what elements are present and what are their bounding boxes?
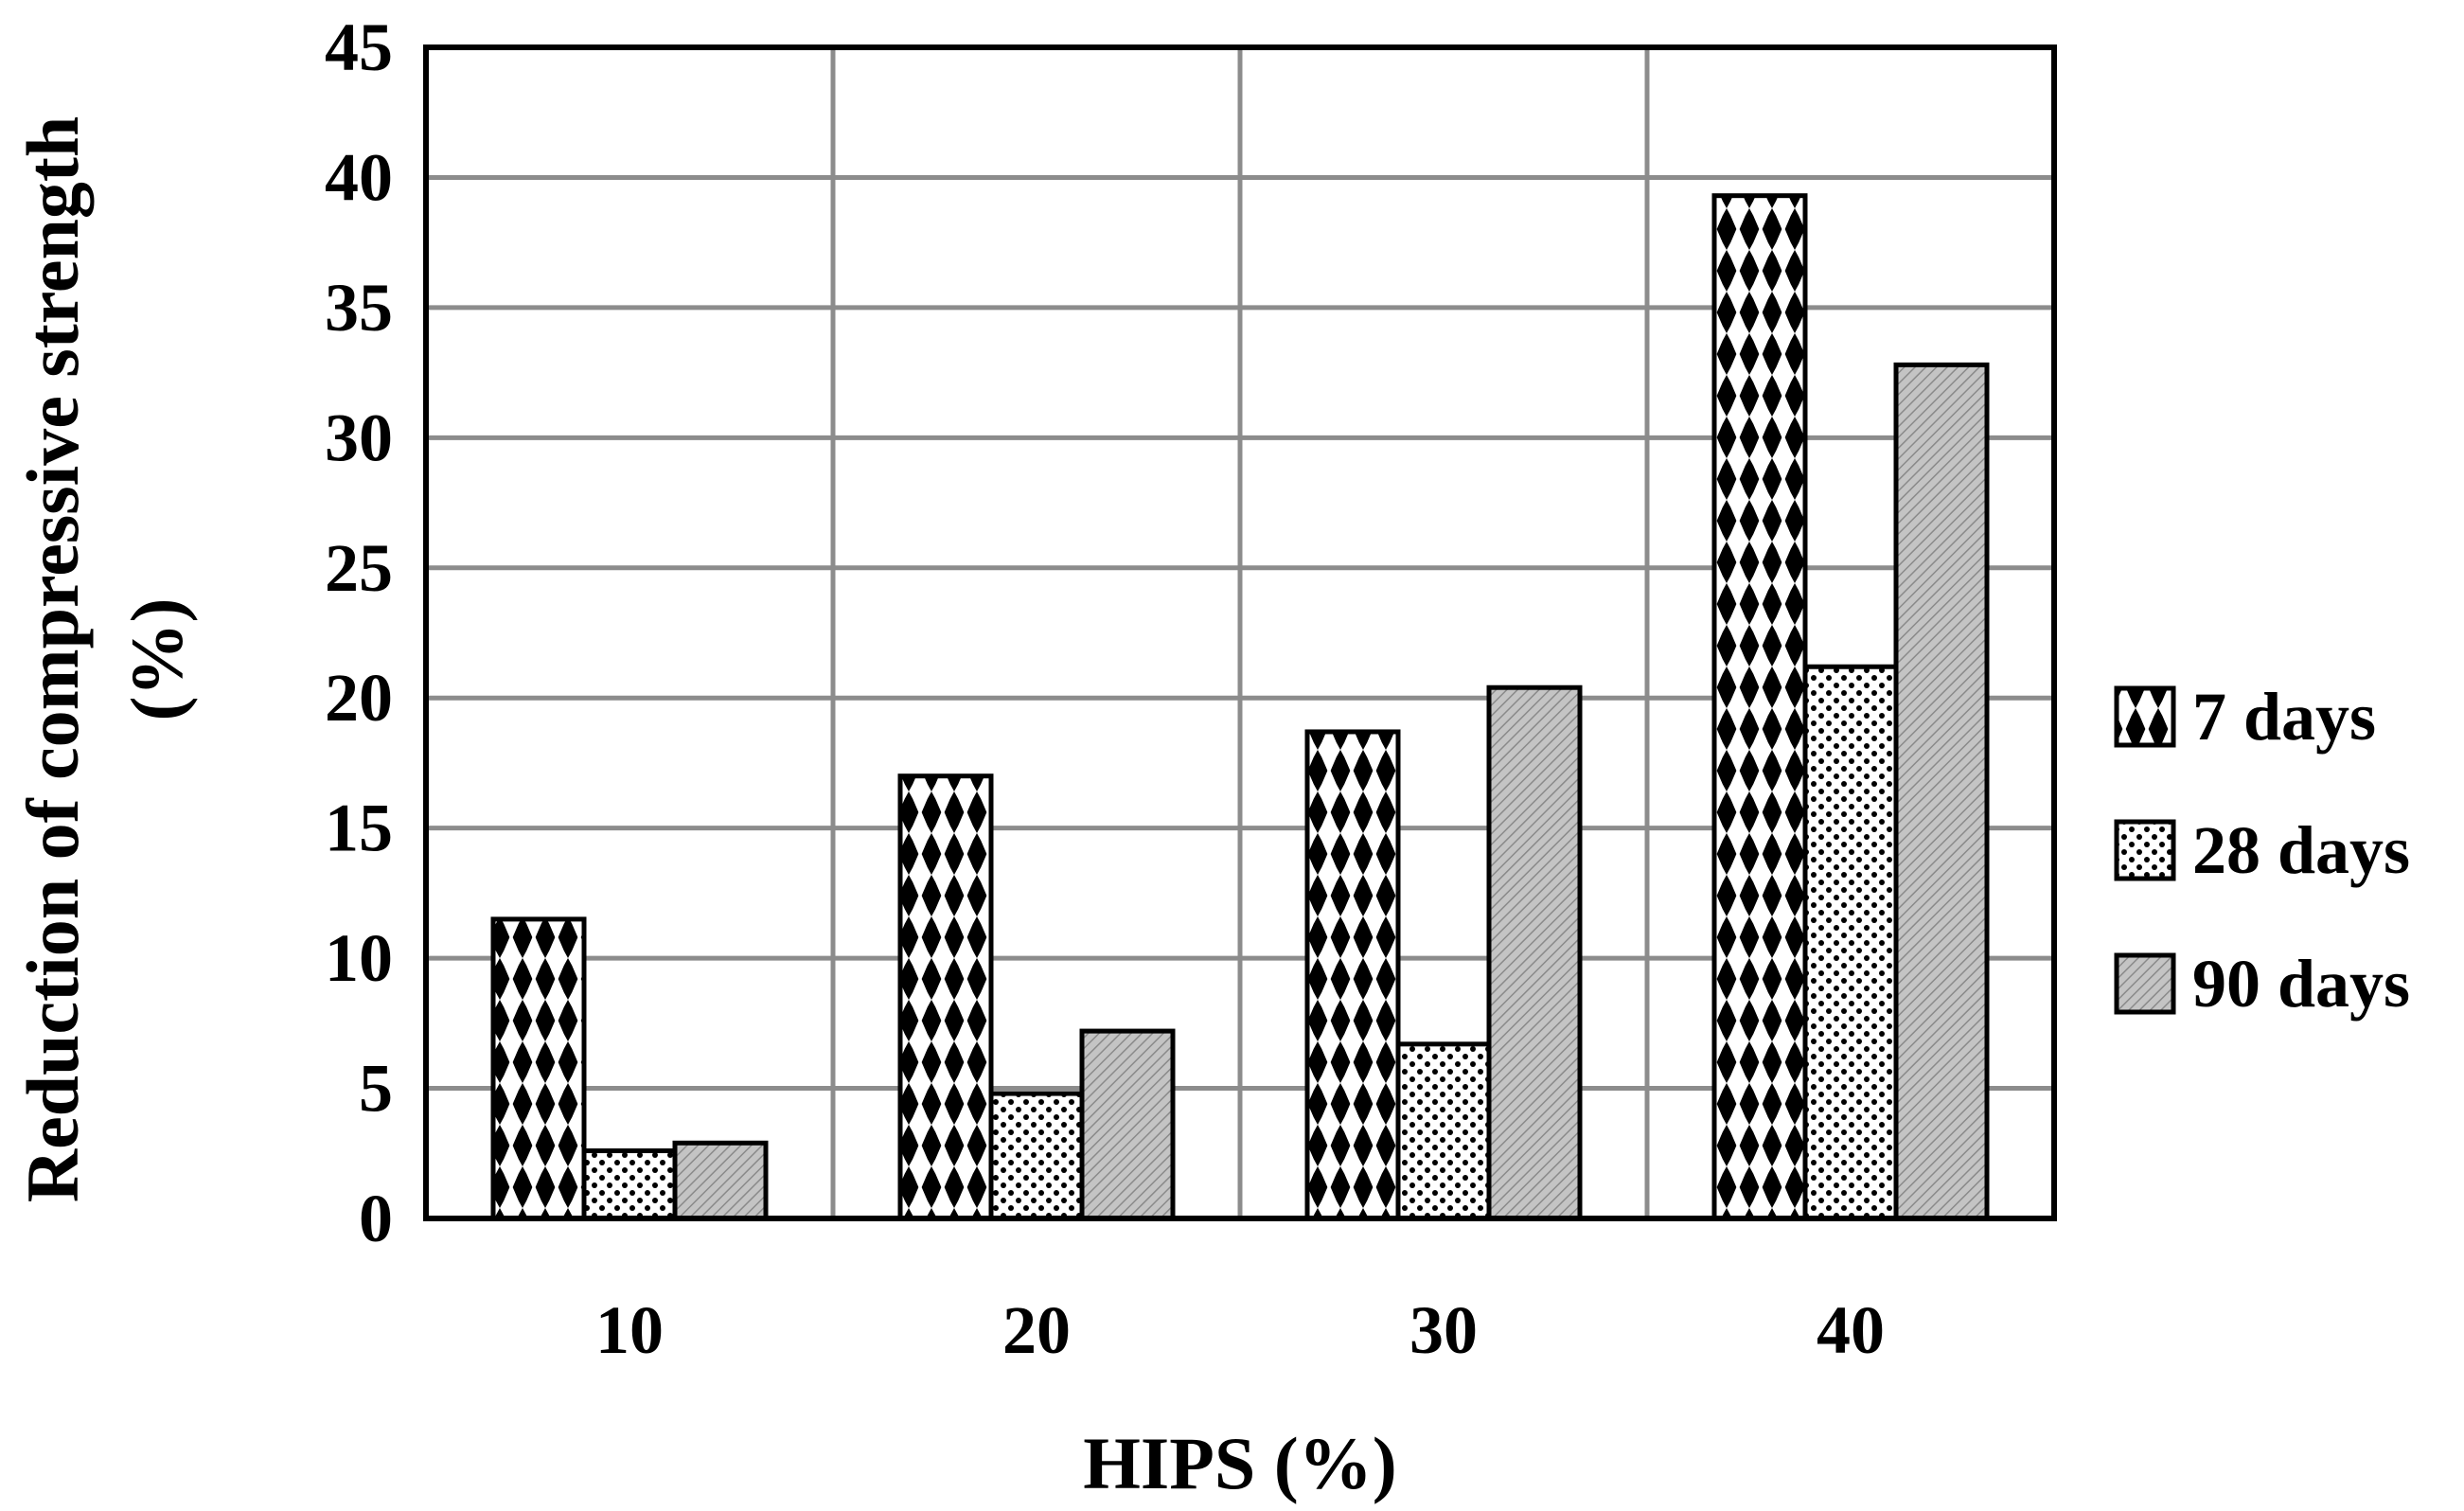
y-axis-title-line-2: (%) <box>115 598 198 721</box>
bar-28-days-20 <box>988 1091 1085 1221</box>
legend-swatch-28-days <box>2114 819 2176 881</box>
legend-swatch-90-days <box>2114 952 2176 1015</box>
x-tick-label: 20 <box>1002 1292 1071 1368</box>
x-tick-labels: 10 20 30 40 <box>595 1292 1885 1368</box>
y-tick-label: 25 <box>325 530 393 606</box>
bars <box>490 193 1990 1221</box>
y-tick-label: 40 <box>325 139 393 215</box>
bar-90-days-20 <box>1079 1028 1176 1221</box>
bar-90-days-30 <box>1486 684 1583 1221</box>
y-tick-label: 35 <box>325 270 393 346</box>
bar-90-days-40 <box>1893 362 1990 1221</box>
bar-28-days-10 <box>581 1148 678 1221</box>
grid-lines <box>426 47 2054 1218</box>
y-tick-label: 20 <box>325 660 393 736</box>
legend-label: 28 days <box>2192 812 2410 888</box>
y-tick-label: 30 <box>325 400 393 475</box>
y-tick-labels: 0 5 10 15 20 25 30 35 40 45 <box>325 9 393 1256</box>
x-tick-label: 30 <box>1409 1292 1478 1368</box>
x-axis-title: HIPS (%) <box>1083 1422 1397 1504</box>
bar-28-days-30 <box>1395 1041 1492 1221</box>
y-axis-title-line-1: Reduction of compressive strength <box>11 116 94 1203</box>
y-tick-label: 0 <box>359 1181 393 1256</box>
x-tick-label: 10 <box>595 1292 664 1368</box>
y-tick-label: 45 <box>325 9 393 85</box>
legend: 7 days 28 days 90 days <box>2114 679 2410 1022</box>
bar-90-days-10 <box>672 1140 769 1221</box>
bar-7-days-10 <box>490 916 587 1221</box>
bar-7-days-30 <box>1304 729 1401 1221</box>
bar-28-days-40 <box>1802 664 1899 1221</box>
y-axis-title: Reduction of compressive strength (%) <box>11 116 198 1203</box>
x-tick-label: 40 <box>1817 1292 1885 1368</box>
legend-label: 90 days <box>2192 946 2410 1022</box>
bar-7-days-40 <box>1711 193 1808 1221</box>
legend-label: 7 days <box>2192 679 2376 755</box>
y-tick-label: 10 <box>325 920 393 996</box>
legend-swatch-7-days <box>2114 685 2176 748</box>
bar-7-days-20 <box>897 773 994 1221</box>
plot-frame <box>423 44 2057 1221</box>
y-tick-label: 15 <box>325 791 393 866</box>
y-tick-label: 5 <box>359 1051 393 1127</box>
